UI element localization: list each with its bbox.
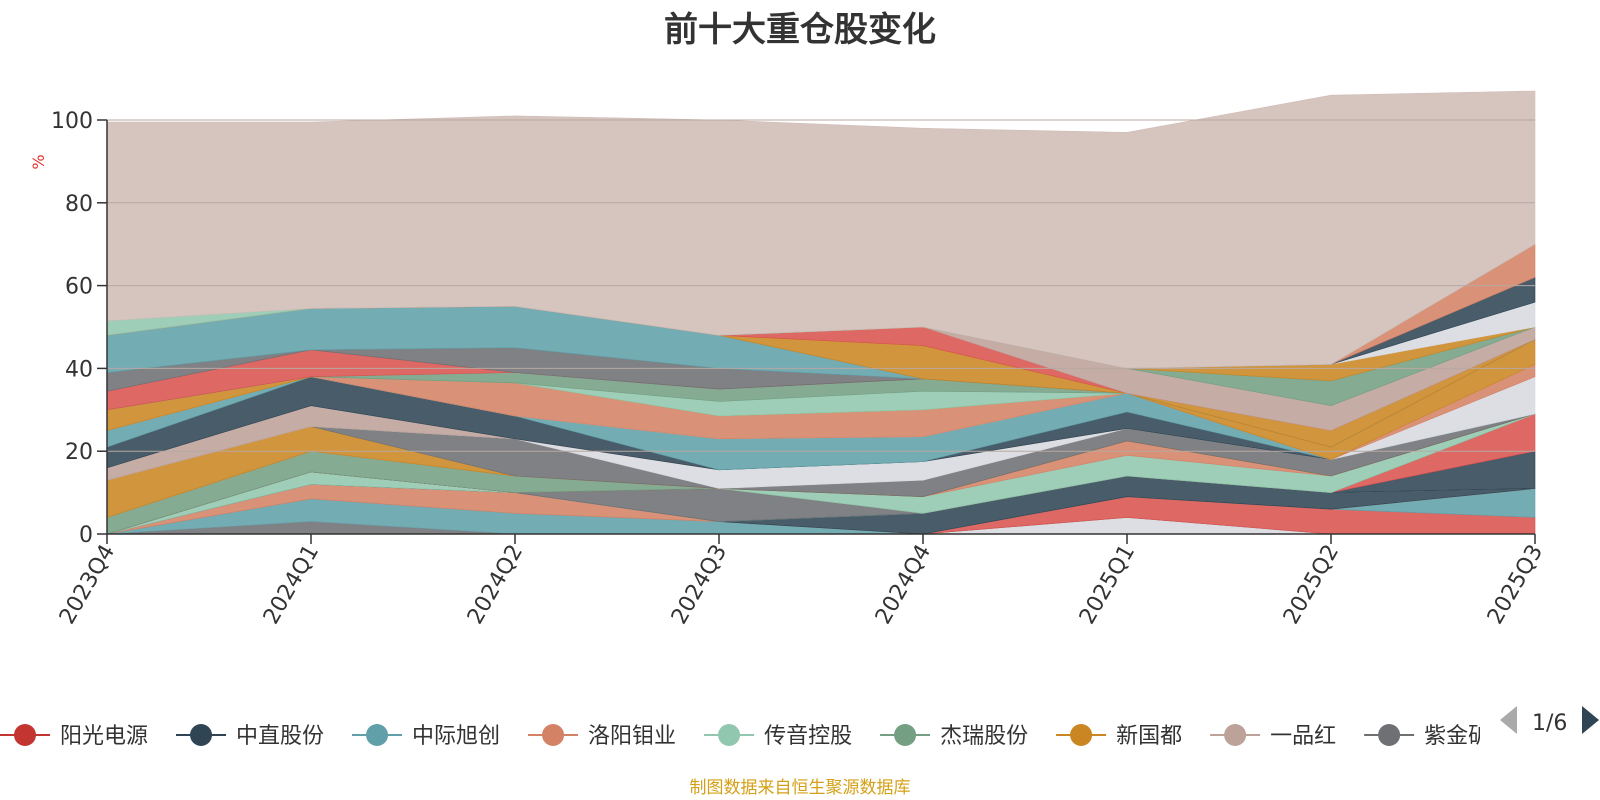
y-tick-label: 40 <box>65 357 93 382</box>
legend-label: 传音控股 <box>764 724 852 749</box>
legend-marker-icon <box>1378 724 1401 746</box>
area-band-36 <box>106 90 1536 369</box>
x-tick-label: 2025Q1 <box>1075 541 1140 629</box>
x-tick-label: 2024Q2 <box>463 541 528 629</box>
legend-page-indicator: 1/6 <box>1532 711 1567 736</box>
x-tick-label: 2023Q4 <box>55 541 120 629</box>
x-tick-label: 2025Q2 <box>1279 541 1344 629</box>
stacked-areas <box>106 90 1536 535</box>
y-tick-label: 60 <box>65 275 93 300</box>
legend-next-page-icon[interactable] <box>1582 706 1599 734</box>
chart-title: 前十大重仓股变化 <box>664 10 936 50</box>
legend-item[interactable]: 洛阳钼业 <box>528 724 676 749</box>
legend-marker-icon <box>1070 724 1093 746</box>
legend-marker-icon <box>542 724 565 746</box>
legend-item[interactable]: 中际旭创 <box>352 724 500 749</box>
legend-label: 中际旭创 <box>412 724 500 749</box>
legend-marker-icon <box>718 724 741 746</box>
legend-item[interactable]: 阳光电源 <box>0 724 148 749</box>
legend-item[interactable]: 一品红 <box>1210 724 1336 749</box>
y-tick-label: 80 <box>65 192 93 217</box>
y-tick-label: 20 <box>65 440 93 465</box>
legend: 阳光电源 中直股份 中际旭创 洛阳钼业 传音控股 杰瑞股份 新国都 一品红 紫金矿业 <box>0 724 1512 749</box>
y-axis-unit-label: % <box>29 154 48 169</box>
legend-pager: 1/6 <box>1500 706 1599 736</box>
legend-prev-page-icon[interactable] <box>1500 706 1517 734</box>
legend-label: 一品红 <box>1270 724 1336 749</box>
legend-label: 中直股份 <box>236 724 324 749</box>
y-tick-label: 100 <box>51 109 93 134</box>
x-tick-label: 2024Q1 <box>259 541 324 629</box>
x-tick-label: 2024Q4 <box>871 541 936 629</box>
legend-label: 杰瑞股份 <box>940 724 1028 749</box>
grid-lines <box>107 119 1535 452</box>
x-tick-label: 2025Q3 <box>1483 541 1548 629</box>
legend-item[interactable]: 新国都 <box>1056 724 1182 749</box>
legend-label: 新国都 <box>1116 724 1182 749</box>
data-source-note: 制图数据来自恒生聚源数据库 <box>689 778 911 798</box>
legend-label: 阳光电源 <box>60 724 148 749</box>
legend-item[interactable]: 传音控股 <box>704 724 852 749</box>
legend-label: 洛阳钼业 <box>588 724 676 749</box>
legend-marker-icon <box>1224 724 1247 746</box>
legend-label: 紫金矿业 <box>1424 724 1512 749</box>
legend-marker-icon <box>366 724 389 746</box>
legend-marker-icon <box>190 724 213 746</box>
legend-item[interactable]: 杰瑞股份 <box>880 724 1028 749</box>
legend-item[interactable]: 紫金矿业 <box>1364 724 1512 749</box>
legend-item[interactable]: 中直股份 <box>176 724 324 749</box>
y-tick-label: 0 <box>79 523 93 548</box>
legend-marker-icon <box>894 724 917 746</box>
legend-marker-icon <box>14 724 36 746</box>
x-tick-label: 2024Q3 <box>667 541 732 629</box>
